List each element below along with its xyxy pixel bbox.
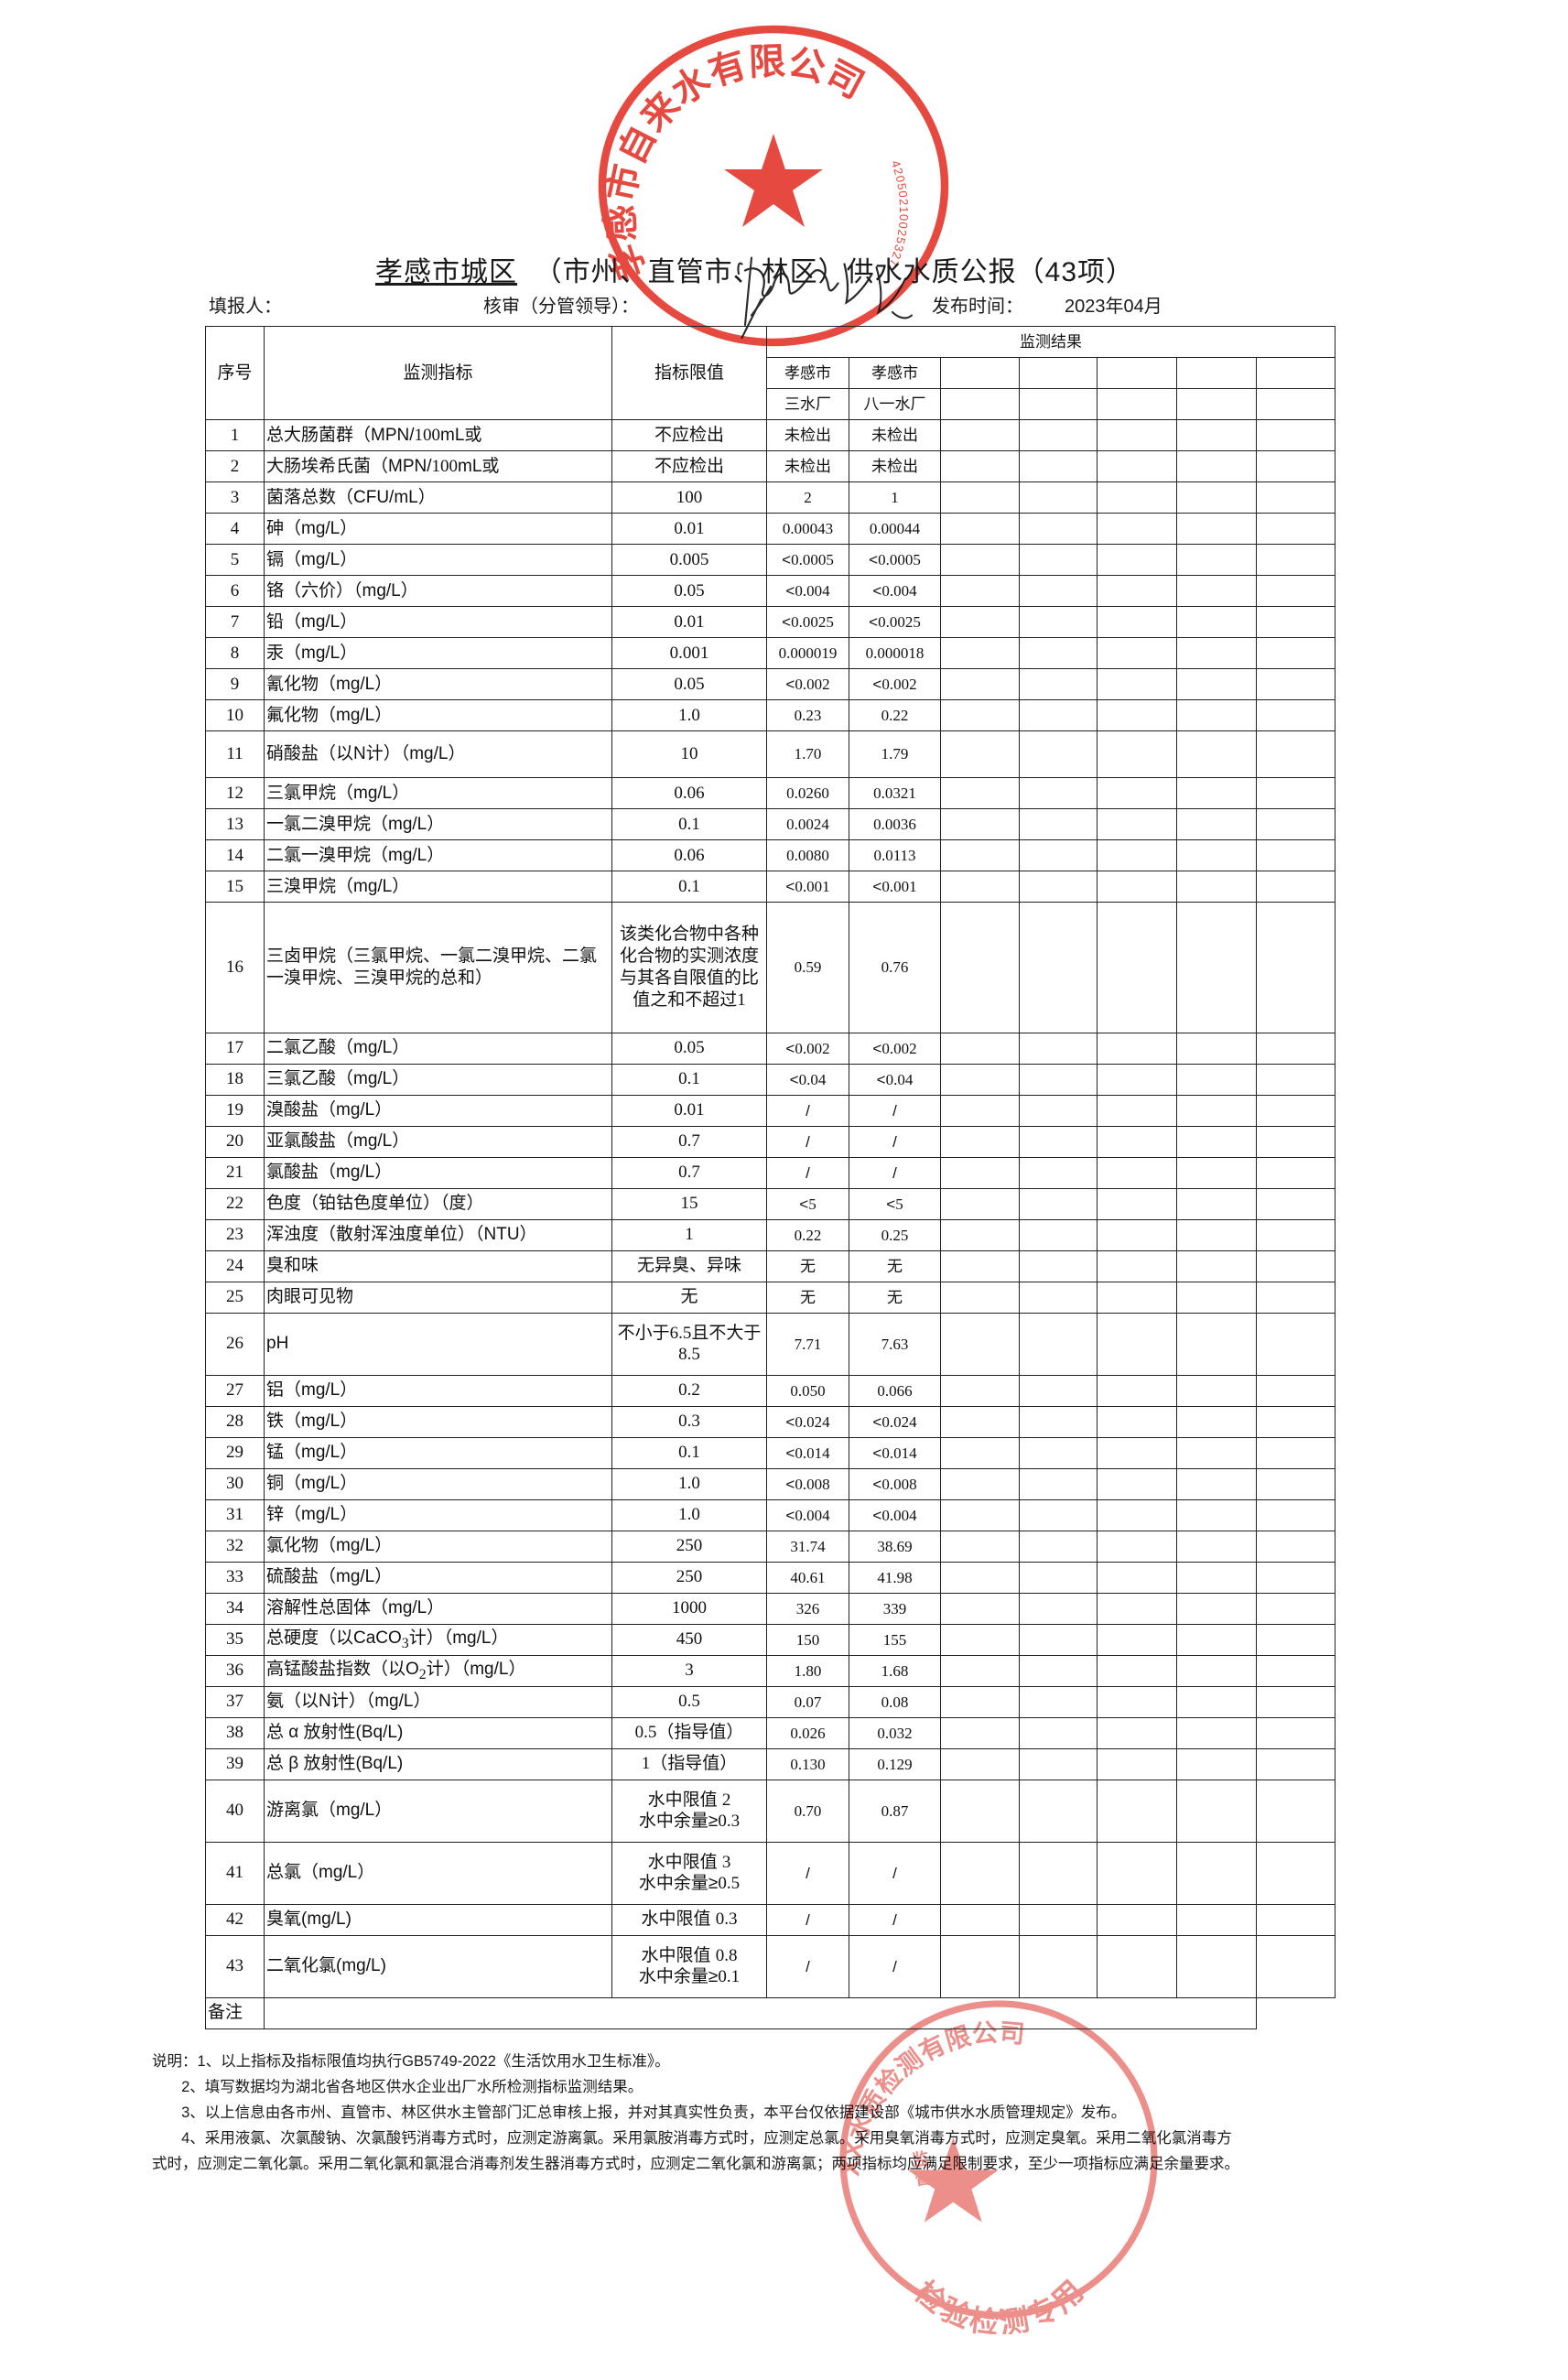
- svg-text:监督: 监督: [909, 2148, 933, 2190]
- svg-text:XX水质检测有限公司: XX水质检测有限公司: [836, 2018, 1026, 2178]
